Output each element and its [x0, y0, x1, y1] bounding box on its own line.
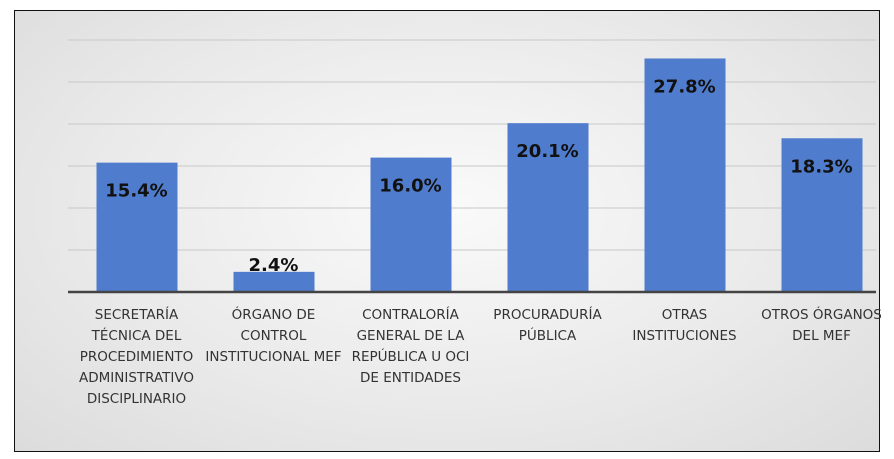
x-tick-label: OTROS ÓRGANOS DEL MEF: [761, 307, 882, 344]
value-label: 2.4%: [249, 255, 299, 276]
bar: [644, 58, 726, 293]
value-label: 27.8%: [653, 76, 715, 97]
value-label: 20.1%: [516, 141, 578, 162]
bar: [96, 162, 178, 292]
bar: [507, 123, 589, 292]
x-tick-label: ÓRGANO DE CONTROL INSTITUCIONAL MEF: [205, 307, 342, 365]
value-label: 15.4%: [105, 181, 167, 202]
x-tick-label: PROCURADURÍA PÚBLICA: [493, 307, 602, 344]
x-tick-label: OTRAS INSTITUCIONES: [632, 307, 737, 344]
bar: [233, 271, 315, 292]
bar: [781, 138, 863, 292]
value-label: 18.3%: [790, 156, 852, 177]
bar: [370, 157, 452, 292]
x-tick-label: CONTRALORÍA GENERAL DE LA REPÚBLICA U OC…: [351, 307, 470, 386]
value-label: 16.0%: [379, 176, 441, 197]
x-tick-label: SECRETARÍA TÉCNICA DEL PROCEDIMIENTO ADM…: [78, 307, 195, 407]
